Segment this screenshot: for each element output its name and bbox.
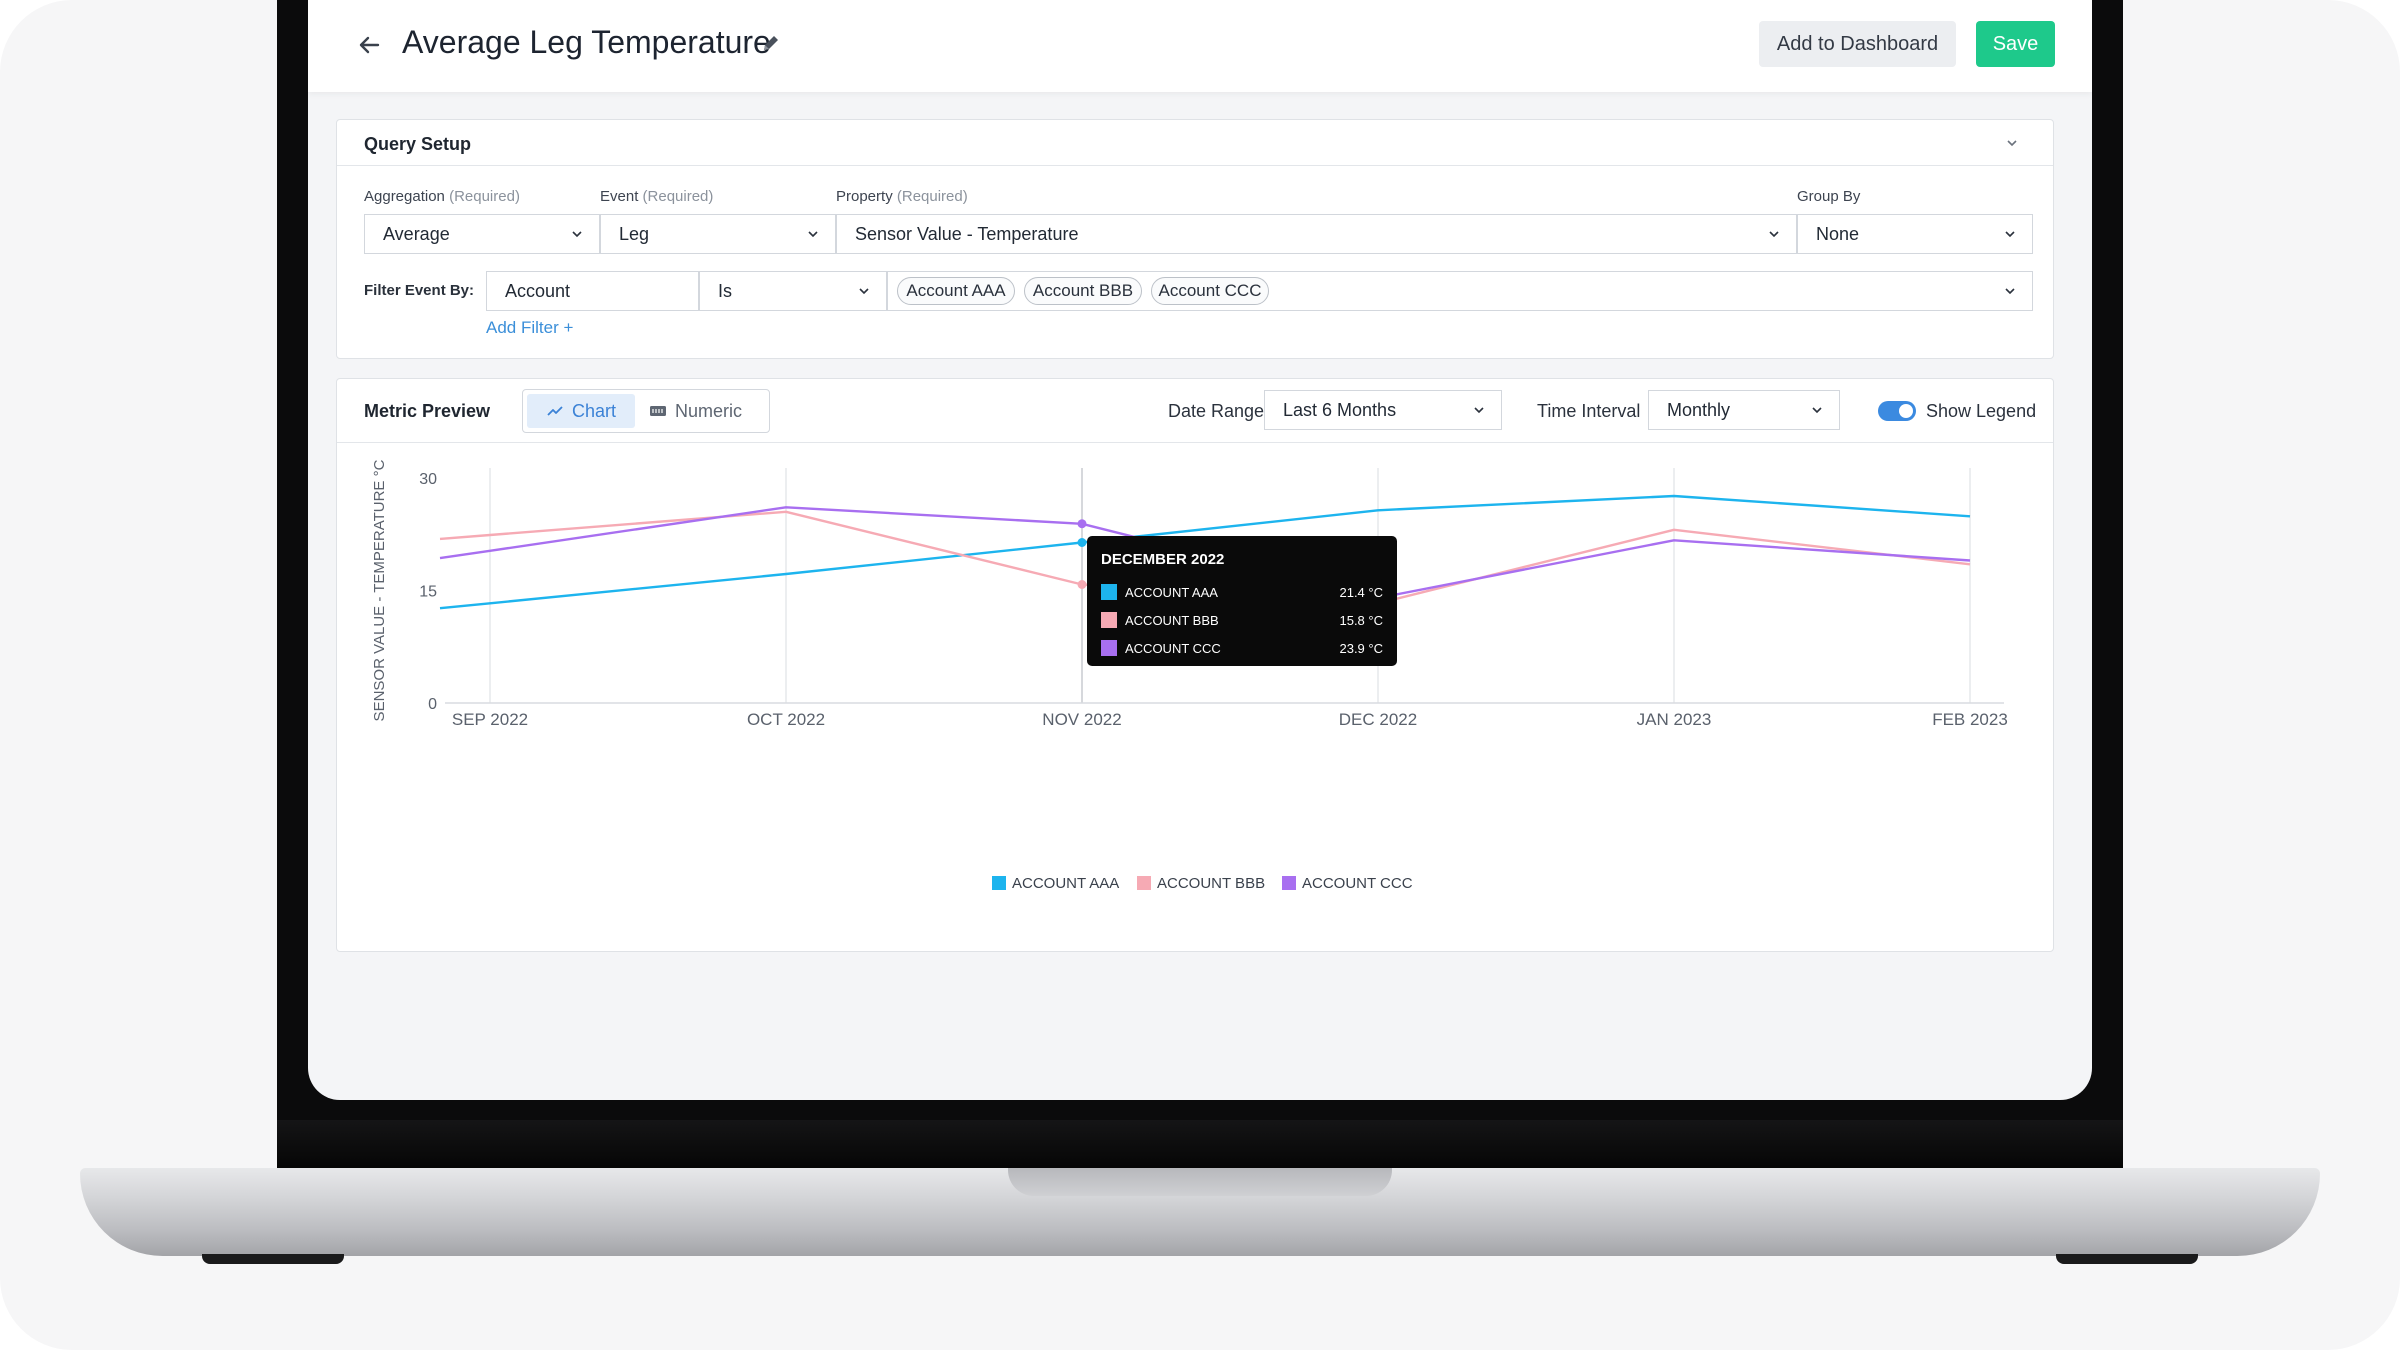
filter-field-input[interactable]: Account: [486, 271, 699, 311]
date-range-label: Date Range: [1168, 401, 1265, 421]
x-tick-label: JAN 2023: [1637, 710, 1712, 729]
time-interval-select[interactable]: Monthly: [1648, 390, 1840, 430]
property-label: Property (Required): [836, 188, 968, 205]
x-tick-label: OCT 2022: [747, 710, 825, 729]
numeric-view-tab[interactable]: Numeric: [649, 394, 765, 428]
group-by-label: Group By: [1797, 188, 1861, 205]
time-interval-label: Time Interval: [1537, 401, 1641, 421]
group-by-value: None: [1816, 223, 1860, 244]
tooltip-series-name: ACCOUNT BBB: [1125, 613, 1219, 628]
filter-operator-value: Is: [718, 280, 733, 301]
laptop-hinge: [277, 1120, 2123, 1170]
laptop-foot-right: [2056, 1254, 2198, 1264]
property-value: Sensor Value - Temperature: [855, 223, 1079, 244]
save-button[interactable]: Save: [1976, 21, 2055, 67]
legend-label: ACCOUNT BBB: [1157, 875, 1265, 892]
tooltip-swatch: [1101, 612, 1117, 628]
tooltip-title: DECEMBER 2022: [1101, 551, 1224, 568]
filter-chip[interactable]: Account CCC: [1151, 277, 1269, 305]
tooltip-swatch: [1101, 584, 1117, 600]
line-chart-icon: [547, 406, 563, 416]
view-toggle: Chart Numeric: [522, 389, 770, 433]
event-value: Leg: [619, 223, 650, 244]
tooltip-value: 21.4 °C: [1339, 585, 1383, 600]
query-setup-header[interactable]: Query Setup: [337, 120, 2053, 166]
group-by-select[interactable]: None: [1797, 214, 2033, 254]
query-setup-title: Query Setup: [364, 134, 472, 154]
line-chart: 0 15 30 SENSOR VALUE - TEMPERATURE °C SEP 20…: [371, 459, 2008, 892]
page-title: Average Leg Temperature: [402, 24, 771, 60]
y-axis-title: SENSOR VALUE - TEMPERATURE °C: [371, 459, 388, 721]
chevron-down-icon: [808, 231, 818, 238]
app-screen: Average Leg Temperature Add to Dashboard…: [308, 0, 2092, 1100]
date-range-select[interactable]: Last 6 Months: [1264, 390, 1502, 430]
chart-view-label: Chart: [571, 400, 616, 421]
metric-preview-panel: Metric Preview Chart Numeric: [336, 378, 2054, 952]
filter-chip[interactable]: Account AAA: [897, 277, 1015, 305]
tooltip-value: 15.8 °C: [1339, 613, 1383, 628]
chevron-down-icon: [572, 231, 582, 238]
x-tick-label: DEC 2022: [1339, 710, 1417, 729]
numeric-view-label: Numeric: [675, 400, 743, 421]
tooltip-series-name: ACCOUNT AAA: [1125, 585, 1218, 600]
chevron-down-icon: [1769, 231, 1779, 238]
laptop-foot-left: [202, 1254, 344, 1264]
query-setup-panel: Query Setup Aggregation (Required) Event…: [336, 119, 2054, 359]
show-legend-label: Show Legend: [1926, 401, 2037, 421]
legend-label: ACCOUNT AAA: [1012, 875, 1119, 892]
data-point: [1077, 519, 1087, 529]
arrow-left-icon[interactable]: [354, 30, 384, 60]
chevron-down-icon: [2005, 288, 2015, 295]
y-tick-label: 30: [419, 471, 437, 488]
x-tick-label: FEB 2023: [1932, 710, 2008, 729]
x-tick-label: SEP 2022: [452, 710, 528, 729]
event-select[interactable]: Leg: [600, 214, 836, 254]
filter-operator-select[interactable]: Is: [699, 271, 887, 311]
y-tick-label: 15: [419, 584, 437, 601]
x-tick-label: NOV 2022: [1042, 710, 1121, 729]
chart-view-tab[interactable]: Chart: [527, 394, 635, 428]
chevron-down-icon: [859, 288, 869, 295]
metric-preview-title: Metric Preview: [364, 401, 491, 421]
tooltip-box: [1087, 536, 1397, 666]
chevron-down-icon: [1474, 407, 1484, 414]
show-legend-toggle[interactable]: [1878, 401, 1916, 421]
aggregation-value: Average: [383, 223, 450, 244]
tooltip-swatch: [1101, 640, 1117, 656]
time-interval-value: Monthly: [1667, 399, 1731, 420]
property-select[interactable]: Sensor Value - Temperature: [836, 214, 1797, 254]
aggregation-select[interactable]: Average: [364, 214, 600, 254]
filter-chip[interactable]: Account BBB: [1024, 277, 1142, 305]
tooltip-series-name: ACCOUNT CCC: [1125, 641, 1221, 656]
filter-event-label: Filter Event By:: [364, 282, 475, 299]
event-label: Event (Required): [600, 188, 714, 205]
legend-label: ACCOUNT CCC: [1302, 875, 1413, 892]
pencil-icon[interactable]: [760, 32, 782, 54]
legend-swatch: [992, 876, 1006, 890]
metric-toolbar: Metric Preview Chart Numeric: [337, 379, 2053, 443]
numeric-icon: [650, 406, 666, 416]
tooltip-value: 23.9 °C: [1339, 641, 1383, 656]
legend-swatch: [1282, 876, 1296, 890]
aggregation-label: Aggregation (Required): [364, 188, 520, 205]
laptop-notch: [1008, 1168, 1392, 1196]
page-header: Average Leg Temperature Add to Dashboard…: [308, 0, 2092, 92]
date-range-value: Last 6 Months: [1283, 399, 1397, 420]
filter-field-value: Account: [505, 280, 571, 301]
chevron-down-icon: [1812, 407, 1822, 414]
legend-swatch: [1137, 876, 1151, 890]
data-point: [1077, 538, 1087, 547]
chevron-down-icon: [2005, 231, 2015, 238]
chevron-down-icon[interactable]: [2005, 138, 2019, 148]
y-tick-label: 0: [428, 696, 437, 713]
add-filter-link[interactable]: Add Filter +: [486, 318, 574, 337]
add-to-dashboard-button[interactable]: Add to Dashboard: [1759, 21, 1956, 67]
data-point: [1077, 580, 1087, 589]
